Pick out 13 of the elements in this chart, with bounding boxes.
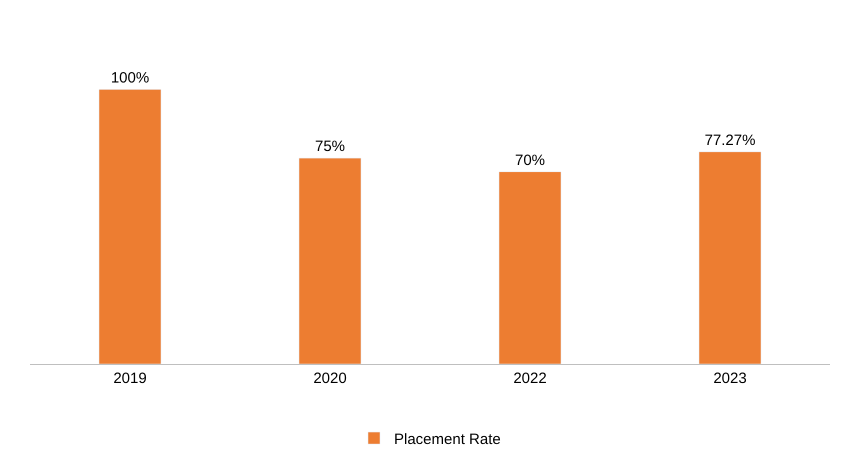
x-tick-label: 2020 (313, 370, 347, 387)
bar (298, 158, 362, 364)
x-tick-label: 2019 (113, 370, 147, 387)
x-tick-label: 2023 (713, 370, 747, 387)
x-tick-label: 2022 (513, 370, 547, 387)
data-label: 100% (110, 69, 150, 86)
legend-label: Placement Rate (394, 430, 501, 448)
bar (498, 172, 562, 364)
data-label: 70% (514, 152, 546, 169)
data-label: 77.27% (704, 132, 756, 149)
bar (98, 89, 162, 364)
bar (698, 152, 762, 364)
data-label: 75% (314, 138, 346, 156)
